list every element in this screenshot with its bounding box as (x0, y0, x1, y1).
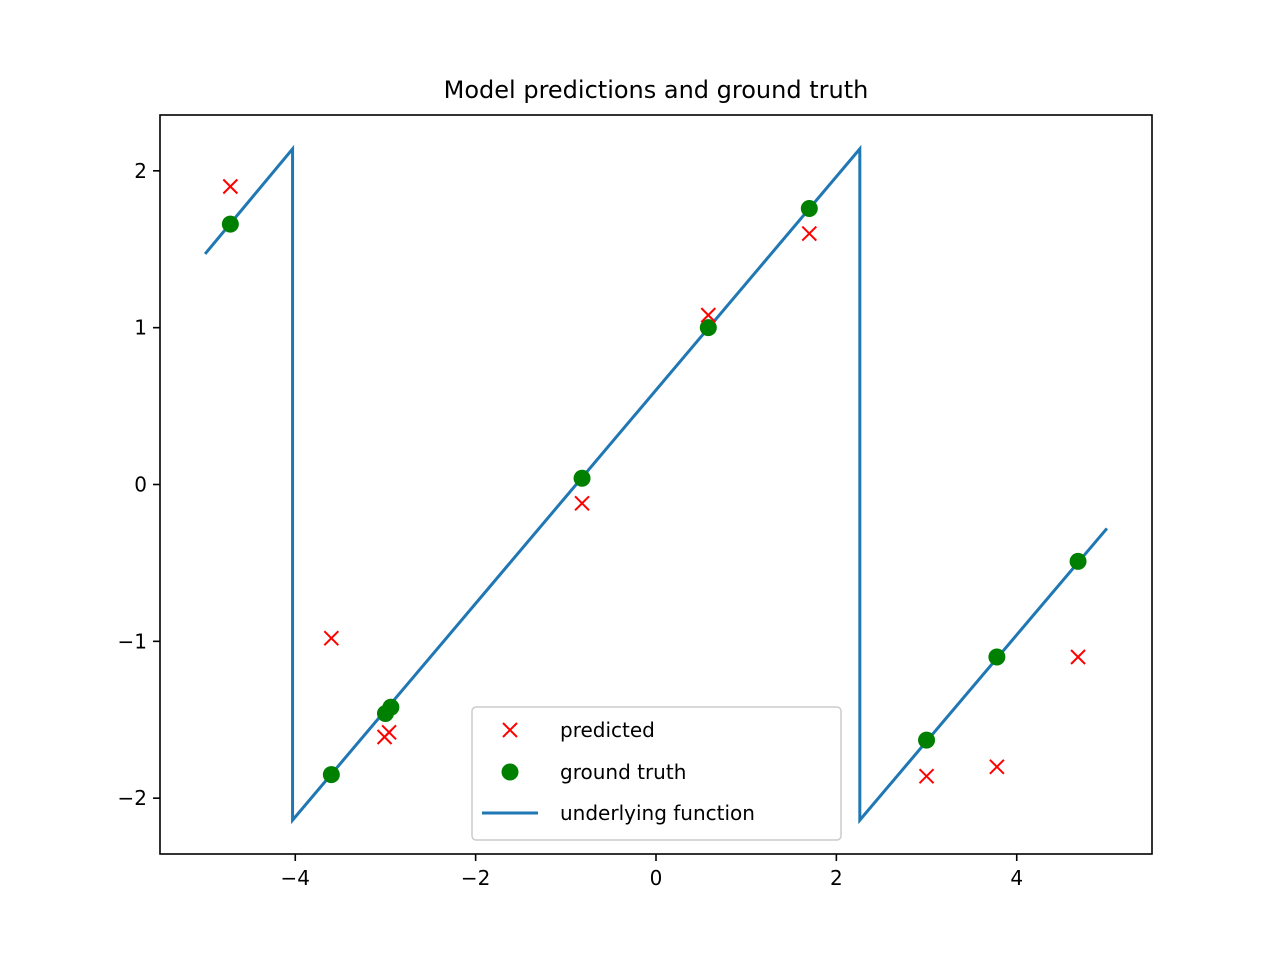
y-tick-label: −2 (118, 786, 147, 810)
plot-series-group (203, 144, 1109, 825)
legend-ground-truth-marker (501, 763, 519, 781)
legend-entry: ground truth (501, 760, 686, 784)
legend-entry: underlying function (482, 801, 755, 825)
x-marker-stroke (502, 722, 518, 738)
y-tick-label: 0 (134, 473, 147, 497)
x-tick-label: −4 (281, 866, 310, 890)
series-line-underlying-function (203, 144, 1109, 825)
predicted-point (381, 724, 397, 741)
y-tick-label: 2 (134, 159, 147, 183)
ground-truth-point (918, 731, 936, 749)
x-marker-stroke (700, 307, 717, 323)
x-tick-label: −2 (461, 866, 490, 890)
ground-truth-point (988, 648, 1006, 666)
ground-truth-point (699, 319, 717, 337)
predicted-point (989, 759, 1005, 775)
legend-entry: predicted (502, 718, 655, 742)
predicted-point (574, 495, 590, 512)
x-tick-label: 4 (1010, 866, 1023, 890)
x-marker-stroke (1070, 649, 1086, 665)
plot-area (203, 144, 1109, 825)
ground-truth-point (573, 469, 591, 487)
ground-truth-point (221, 215, 239, 233)
x-marker-stroke (918, 768, 935, 784)
y-tick-label: −1 (118, 629, 147, 653)
x-marker-stroke (574, 495, 590, 512)
x-marker-stroke (989, 759, 1005, 775)
predicted-point (918, 768, 935, 784)
x-marker-stroke (801, 225, 818, 242)
ground-truth-point (1069, 552, 1087, 570)
ground-truth-point (382, 698, 400, 716)
ground-truth-point (322, 766, 340, 784)
chart-title: Model predictions and ground truth (444, 76, 869, 104)
predicted-point (801, 225, 818, 242)
legend-label: predicted (560, 718, 655, 742)
legend: predicted ground truth underlying function (471, 706, 842, 841)
legend-label: underlying function (560, 801, 755, 825)
x-tick-label: 2 (830, 866, 843, 890)
x-marker-stroke (222, 178, 239, 195)
axes: −4 −2 0 2 4 −2 −1 0 1 2 (118, 114, 1153, 890)
legend-label: ground truth (560, 760, 686, 784)
predicted-point (1070, 649, 1086, 665)
y-tick-label: 1 (134, 316, 147, 340)
predicted-point (323, 630, 340, 646)
x-marker-stroke (381, 724, 397, 741)
x-marker-stroke (323, 630, 340, 646)
predicted-point (700, 307, 717, 323)
predicted-point (222, 178, 239, 195)
x-tick-label: 0 (650, 866, 663, 890)
ground-truth-point (800, 199, 818, 217)
legend-predicted-marker (502, 722, 518, 738)
legend-box (471, 706, 842, 841)
